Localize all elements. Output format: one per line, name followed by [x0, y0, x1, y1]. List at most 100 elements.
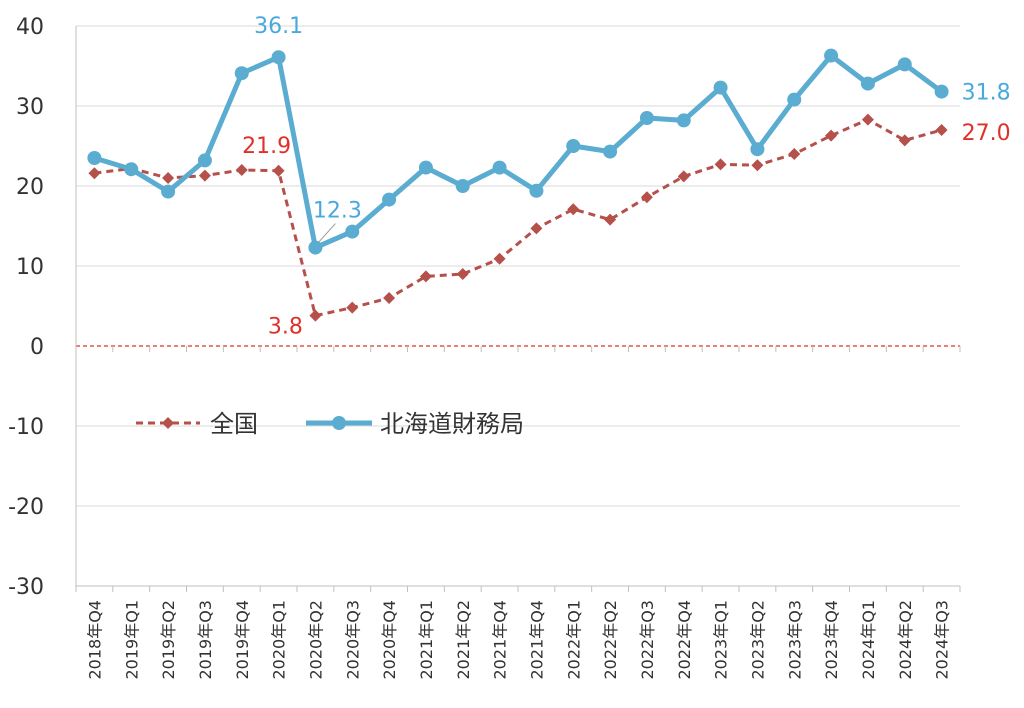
legend: 全国 北海道財務局	[136, 410, 524, 438]
x-tick-label: 2020年Q2	[306, 600, 325, 680]
marker-hokkaido	[87, 151, 102, 165]
marker-hokkaido	[161, 184, 176, 199]
legend-marker-hokkaido	[332, 416, 346, 430]
label-leader-line	[317, 223, 336, 244]
x-tick-label: 2019年Q3	[196, 600, 215, 680]
y-tick-label: -30	[8, 575, 44, 600]
x-tick-label: 2023年Q3	[785, 600, 804, 680]
marker-national	[419, 270, 432, 283]
y-tick-label: 40	[16, 15, 44, 40]
marker-hokkaido	[639, 111, 654, 125]
grid	[76, 25, 960, 587]
axes	[75, 26, 961, 592]
data-label: 3.8	[268, 315, 303, 340]
marker-hokkaido	[824, 48, 839, 63]
marker-hokkaido	[492, 160, 507, 175]
data-label: 21.9	[242, 134, 291, 159]
marker-hokkaido	[603, 144, 618, 159]
marker-national	[825, 129, 838, 142]
y-tick-label: 30	[16, 95, 44, 120]
x-tick-label: 2024年Q2	[896, 600, 915, 680]
marker-hokkaido	[345, 224, 360, 239]
data-labels: 36.1 12.3 31.8 21.9 3.8 27.0	[242, 14, 1010, 339]
legend-marker-national	[162, 417, 174, 429]
marker-national	[530, 222, 543, 235]
marker-hokkaido	[897, 57, 912, 72]
marker-hokkaido	[124, 162, 139, 177]
marker-hokkaido	[787, 92, 802, 107]
x-tick-label: 2023年Q2	[748, 600, 767, 680]
x-tick-label: 2020年Q1	[270, 600, 289, 680]
x-tick-label: 2022年Q1	[564, 600, 583, 680]
y-tick-label: 0	[30, 335, 44, 360]
marker-national	[751, 159, 764, 172]
x-tick-label: 2022年Q2	[601, 600, 620, 680]
data-label: 31.8	[962, 81, 1011, 106]
marker-hokkaido	[750, 142, 765, 157]
marker-hokkaido	[713, 80, 728, 95]
marker-hokkaido	[934, 84, 949, 99]
x-tick-label: 2018年Q4	[85, 600, 104, 680]
marker-hokkaido	[418, 160, 433, 175]
data-label: 36.1	[254, 14, 303, 39]
marker-hokkaido	[234, 66, 249, 81]
x-tick-label: 2020年Q4	[380, 600, 399, 680]
y-tick-label: -20	[8, 495, 44, 520]
x-tick-label: 2024年Q1	[859, 600, 878, 680]
marker-national	[383, 292, 396, 304]
marker-national	[198, 169, 211, 182]
series-line-national	[94, 118, 943, 318]
data-label: 12.3	[313, 199, 362, 224]
marker-hokkaido	[566, 139, 581, 153]
marker-national	[456, 268, 469, 280]
marker-national	[640, 191, 653, 204]
y-tick-label: 10	[16, 255, 44, 280]
series-line-hokkaido	[93, 53, 944, 251]
x-tick-label: 2022年Q4	[675, 600, 694, 680]
marker-national	[604, 213, 617, 226]
marker-national	[677, 170, 690, 183]
series-lines	[93, 53, 944, 318]
x-tick-label: 2024年Q3	[933, 600, 952, 680]
x-tick-label: 2019年Q1	[122, 600, 141, 680]
y-tick-label: 20	[16, 175, 44, 200]
marker-national	[898, 134, 911, 147]
marker-national	[567, 203, 580, 216]
marker-national	[272, 164, 285, 177]
marker-hokkaido	[860, 76, 875, 91]
x-tick-label: 2023年Q4	[822, 600, 841, 680]
x-tick-label: 2021年Q4	[491, 600, 510, 680]
x-tick-labels: 2018年Q4 2019年Q1 2019年Q2 2019年Q3 2019年Q4 2020年…	[85, 600, 951, 680]
y-tick-label: -10	[8, 415, 44, 440]
marker-national	[88, 167, 101, 180]
y-tick-labels: -30 -20 -10 0 10 20 30 40	[8, 15, 44, 600]
data-label: 27.0	[962, 121, 1011, 146]
marker-hokkaido	[197, 153, 212, 168]
marker-hokkaido	[529, 183, 544, 198]
marker-national	[861, 113, 874, 126]
legend-label-hokkaido: 北海道財務局	[380, 410, 524, 438]
marker-national	[162, 172, 175, 184]
marker-national	[714, 158, 727, 171]
marker-national	[493, 252, 506, 265]
x-tick-label: 2022年Q3	[638, 600, 657, 680]
marker-national	[346, 301, 359, 314]
marker-national	[235, 164, 248, 176]
x-tick-label: 2019年Q2	[159, 600, 178, 680]
x-tick-label: 2021年Q2	[454, 600, 473, 680]
marker-hokkaido	[455, 179, 470, 193]
series-markers	[87, 48, 949, 322]
x-tick-label: 2021年Q4	[527, 600, 546, 680]
marker-hokkaido	[308, 240, 323, 255]
x-tick-label: 2019年Q4	[233, 600, 252, 680]
legend-label-national: 全国	[210, 410, 258, 438]
marker-national	[309, 309, 322, 322]
x-tick-label: 2020年Q3	[343, 600, 362, 680]
marker-national	[788, 148, 801, 160]
x-tick-label: 2023年Q1	[712, 600, 731, 680]
marker-hokkaido	[676, 113, 691, 128]
x-tick-label: 2021年Q1	[417, 600, 436, 680]
marker-hokkaido	[382, 192, 397, 207]
